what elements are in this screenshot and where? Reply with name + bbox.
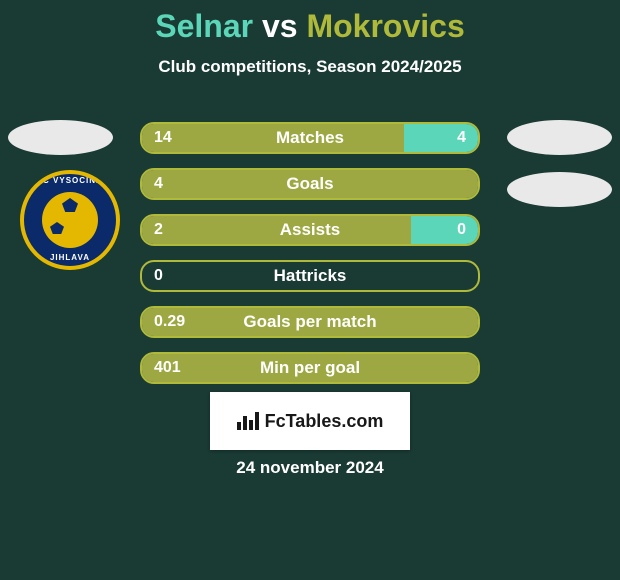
- bar-label: Min per goal: [142, 354, 478, 382]
- player2-name: Mokrovics: [306, 8, 464, 44]
- player1-club-logo: FC VYSOCINA JIHLAVA: [20, 170, 120, 270]
- player2-club-logo-placeholder-1: [507, 120, 612, 155]
- bar-goals-per-match: 0.29 Goals per match: [140, 306, 480, 338]
- bar-min-per-goal: 401 Min per goal: [140, 352, 480, 384]
- fctables-label: FcTables.com: [265, 411, 384, 432]
- player1-club-logo-placeholder: [8, 120, 113, 155]
- title-vs: vs: [262, 8, 298, 44]
- bar-value-right: 4: [457, 124, 466, 152]
- comparison-bars: 14 Matches 4 4 Goals 2 Assists 0 0 Hattr…: [140, 122, 480, 398]
- bar-hattricks: 0 Hattricks: [140, 260, 480, 292]
- player1-name: Selnar: [155, 8, 253, 44]
- comparison-card: Selnar vs Mokrovics Club competitions, S…: [0, 0, 620, 580]
- bars-icon: [237, 412, 259, 430]
- title: Selnar vs Mokrovics: [0, 0, 620, 45]
- date-label: 24 november 2024: [0, 458, 620, 478]
- soccer-ball-icon: [42, 192, 98, 248]
- bar-value-right: 0: [457, 216, 466, 244]
- bar-goals: 4 Goals: [140, 168, 480, 200]
- bar-label: Goals per match: [142, 308, 478, 336]
- bar-label: Matches: [142, 124, 478, 152]
- bar-label: Goals: [142, 170, 478, 198]
- club-logo-bottom-text: JIHLAVA: [50, 253, 90, 262]
- club-logo-top-text: FC VYSOCINA: [37, 176, 103, 185]
- subtitle: Club competitions, Season 2024/2025: [0, 57, 620, 77]
- bar-label: Assists: [142, 216, 478, 244]
- bar-matches: 14 Matches 4: [140, 122, 480, 154]
- player2-club-logo-placeholder-2: [507, 172, 612, 207]
- fctables-badge[interactable]: FcTables.com: [210, 392, 410, 450]
- bar-label: Hattricks: [142, 262, 478, 290]
- bar-assists: 2 Assists 0: [140, 214, 480, 246]
